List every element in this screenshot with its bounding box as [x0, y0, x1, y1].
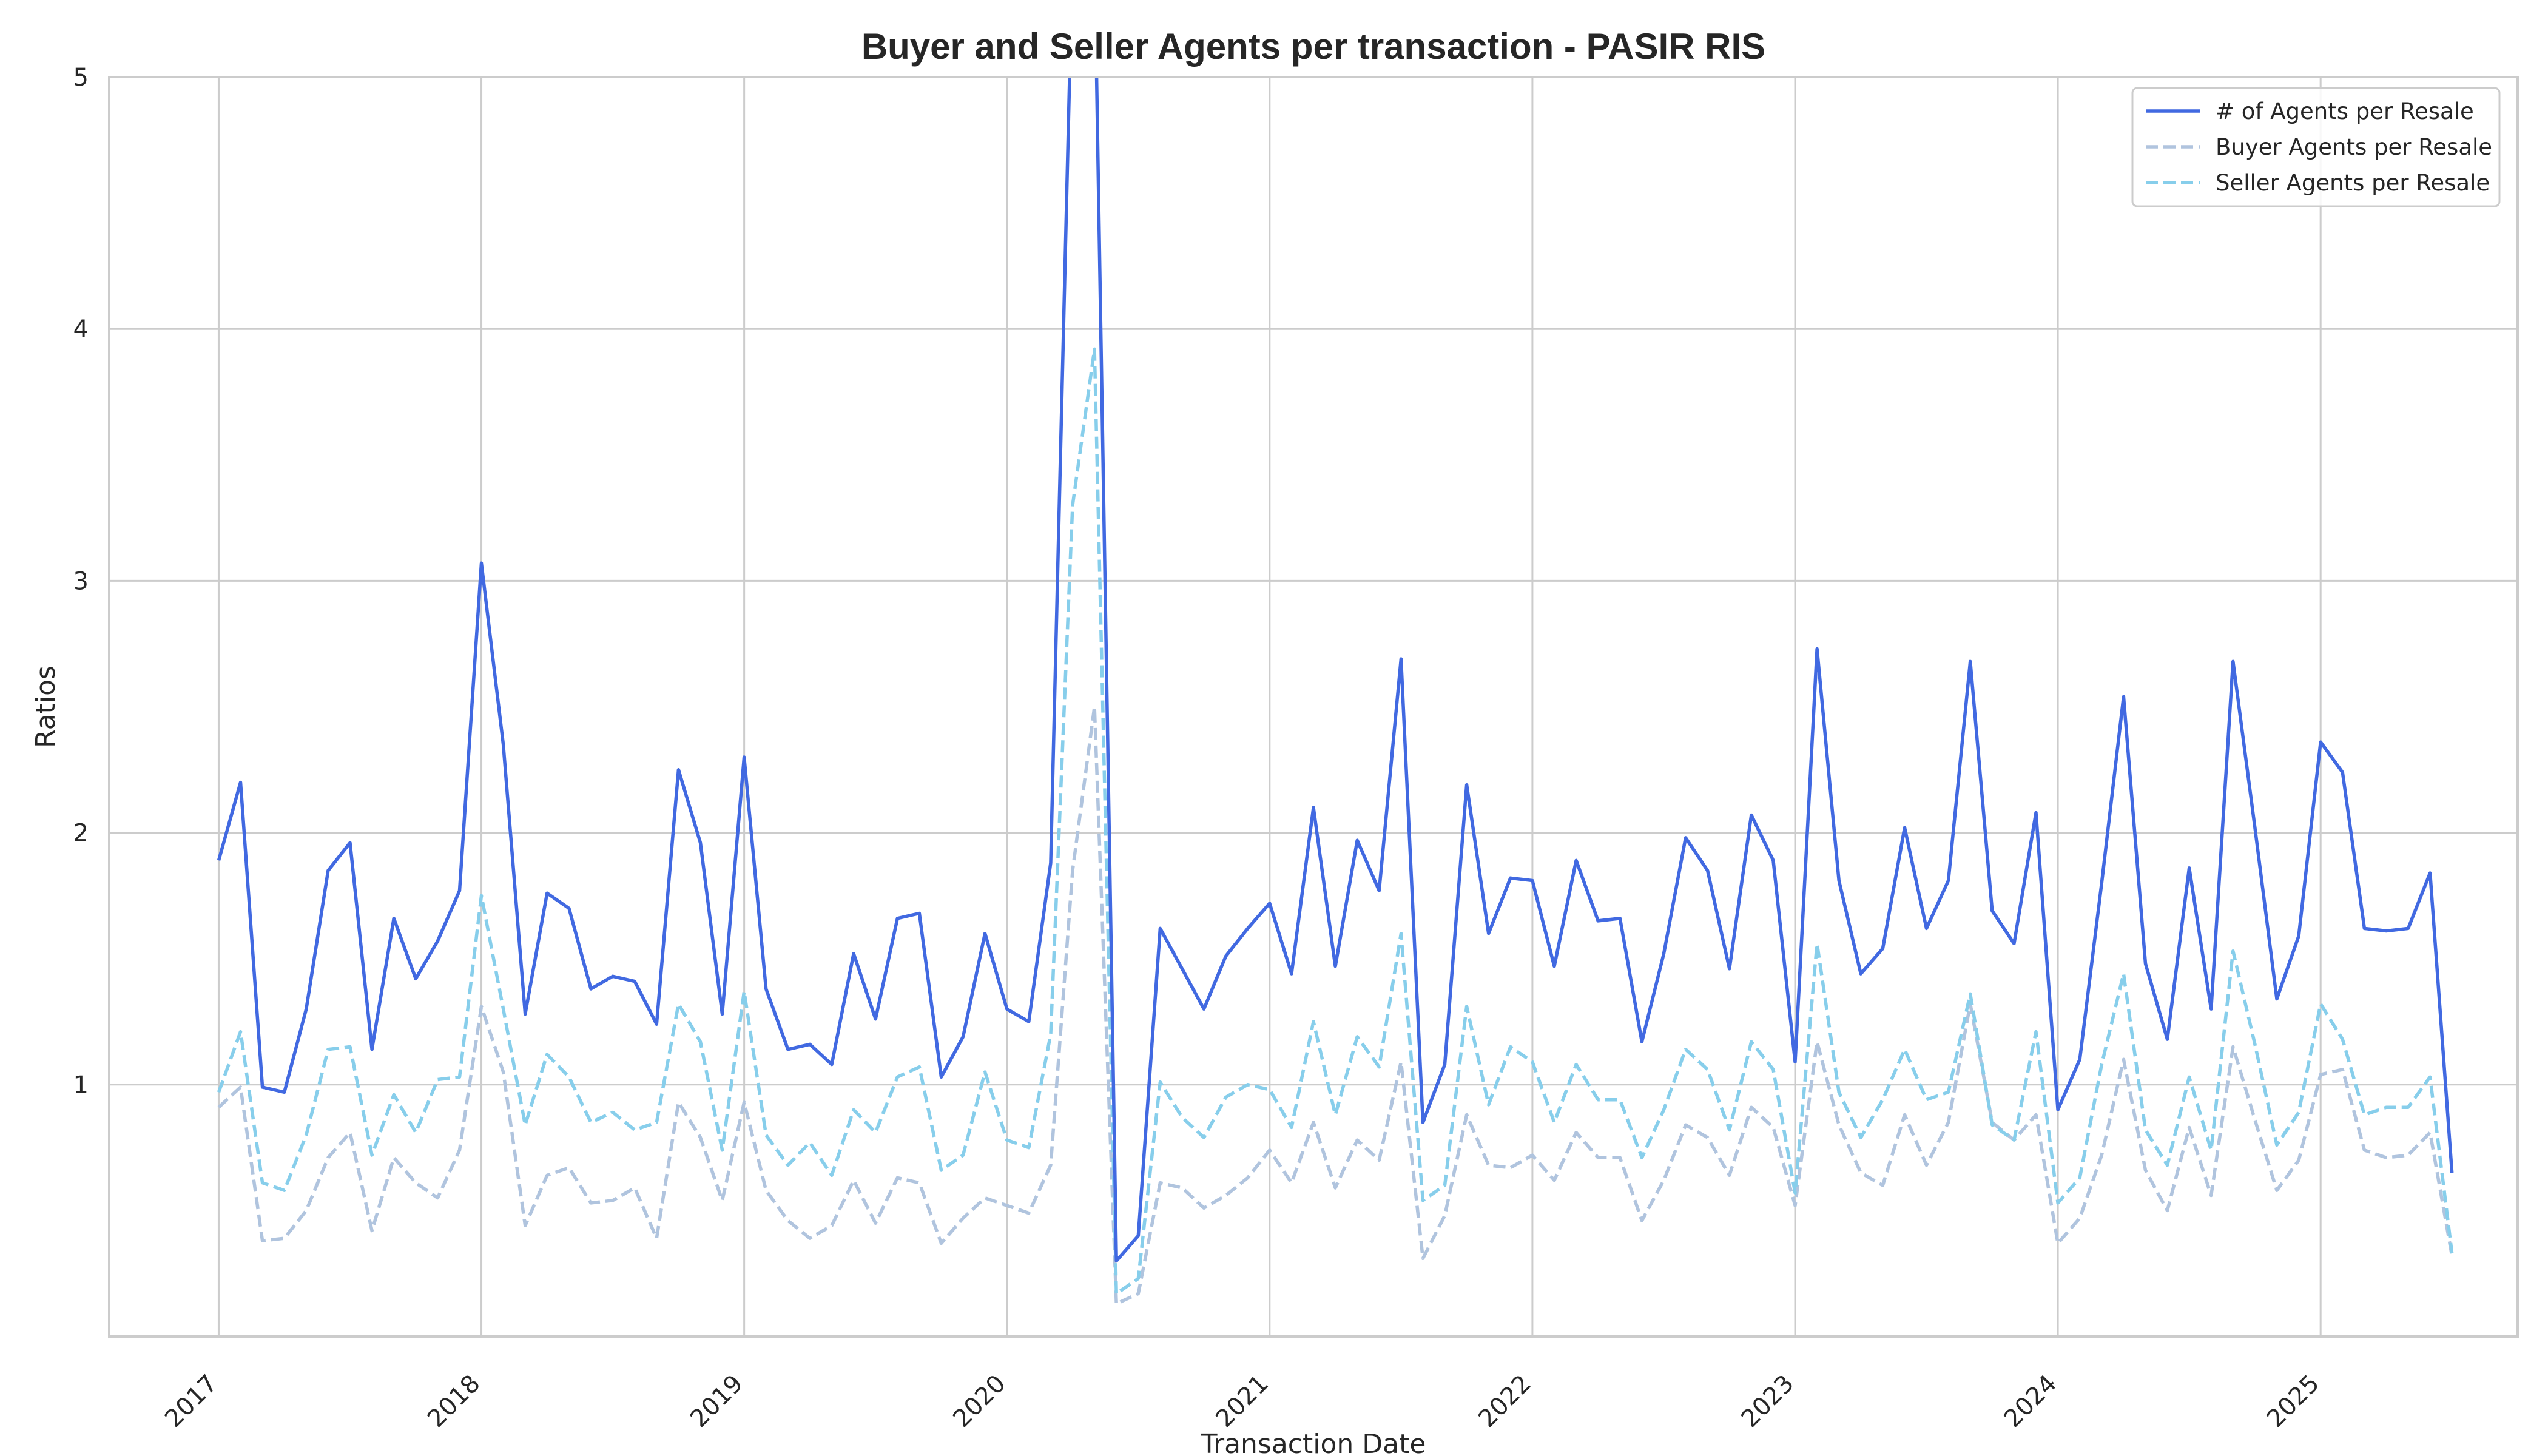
chart-title: Buyer and Seller Agents per transaction … [861, 26, 1765, 67]
series-line-0 [217, 77, 2454, 1263]
series-layer [217, 77, 2454, 1306]
series-line-1 [217, 705, 2454, 1306]
legend-label-1: Buyer Agents per Resale [2216, 134, 2492, 160]
y-axis-label: Ratios [30, 666, 61, 748]
y-tick-label: 2 [73, 820, 89, 848]
plot-frame [108, 76, 2519, 1338]
y-tick-label: 5 [73, 64, 89, 92]
legend: # of Agents per Resale Buyer Agents per R… [2131, 87, 2501, 207]
legend-label-0: # of Agents per Resale [2216, 98, 2474, 124]
x-axis-label: Transaction Date [1201, 1429, 1426, 1456]
y-tick-label: 1 [73, 1071, 89, 1099]
legend-box [2131, 87, 2501, 207]
y-tick-label: 4 [73, 315, 89, 343]
series-line-2 [217, 347, 2454, 1296]
legend-label-2: Seller Agents per Resale [2216, 170, 2490, 196]
y-tick-label: 3 [73, 567, 89, 595]
